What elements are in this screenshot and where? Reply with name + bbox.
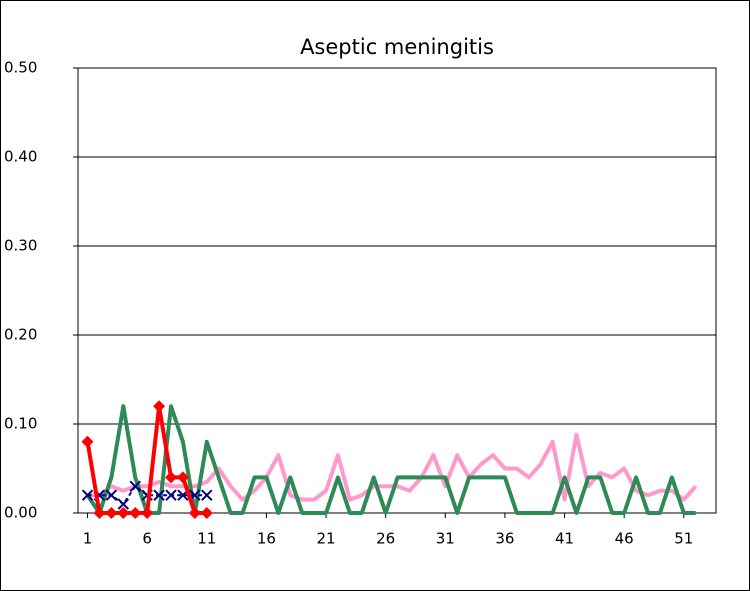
- point-marker: [153, 400, 166, 413]
- x-tick-label: 11: [197, 530, 216, 548]
- point-marker: [141, 507, 154, 519]
- x-tick-label: 31: [436, 530, 455, 548]
- x-tick-label: 26: [376, 530, 395, 548]
- point-marker: [105, 489, 118, 501]
- point-marker: [81, 489, 94, 501]
- y-tick-label: 0.20: [4, 326, 37, 344]
- y-tick-label: 0.30: [4, 237, 37, 255]
- x-tick-label: 1: [83, 530, 93, 548]
- x-tick-label: 6: [142, 530, 152, 548]
- point-marker: [165, 489, 177, 501]
- point-marker: [201, 489, 213, 501]
- point-marker: [105, 507, 118, 519]
- point-marker: [129, 480, 141, 493]
- point-marker: [117, 498, 130, 510]
- y-tick-label: 0.00: [4, 504, 37, 522]
- point-marker: [165, 471, 178, 484]
- x-tick-label: 46: [615, 530, 634, 548]
- point-marker: [93, 507, 106, 519]
- point-marker: [188, 507, 201, 519]
- x-tick-label: 16: [257, 530, 276, 548]
- point-marker: [117, 507, 130, 519]
- point-marker: [153, 489, 165, 501]
- y-tick-label: 0.40: [4, 148, 37, 166]
- point-marker: [200, 507, 213, 519]
- chart-title: Aseptic meningitis: [300, 35, 494, 59]
- y-tick-label: 0.10: [4, 415, 37, 433]
- x-tick-label: 21: [316, 530, 335, 548]
- x-tick-label: 41: [555, 530, 574, 548]
- plot-area: [77, 67, 717, 514]
- point-marker: [129, 507, 142, 519]
- y-tick-label: 0.50: [4, 59, 37, 77]
- x-tick-label: 36: [495, 530, 514, 548]
- point-marker: [176, 471, 189, 484]
- point-marker: [81, 435, 94, 448]
- x-tick-label: 51: [674, 530, 693, 548]
